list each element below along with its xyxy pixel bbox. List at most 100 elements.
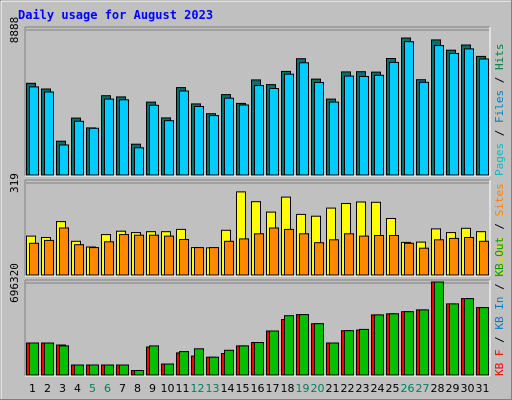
hits-panel-legend: Pages / Files / Hits xyxy=(493,44,506,177)
kbytes-panel-bar-kb-out-day-22 xyxy=(344,330,354,376)
x-tick-label-day-8: 8 xyxy=(134,382,141,395)
x-tick-label-day-27: 27 xyxy=(416,382,430,395)
hits-panel-bar-files-day-14 xyxy=(224,97,234,176)
hits-panel-bar-files-day-24 xyxy=(374,74,384,176)
kbytes-panel-bar-kb-out-day-12 xyxy=(194,348,204,376)
kbytes-panel-bar-kb-out-day-20 xyxy=(314,323,324,376)
kbytes-panel-legend-kb-in: KB In xyxy=(493,297,506,330)
visits-panel-bar-sites-day-2 xyxy=(44,239,54,276)
hits-panel-bar-files-day-9 xyxy=(149,104,159,176)
x-tick-label-day-24: 24 xyxy=(371,382,385,395)
kbytes-panel-bar-kb-out-day-31 xyxy=(479,307,489,376)
hits-panel: 8888 Pages / Files / Hits xyxy=(8,17,506,177)
kbytes-panel-bar-kb-out-day-15 xyxy=(239,345,249,376)
hits-panel-bar-files-day-13 xyxy=(209,115,219,176)
visits-panel-bar-sites-day-28 xyxy=(434,239,444,276)
x-tick-label-day-9: 9 xyxy=(149,382,156,395)
kbytes-panel-bar-kb-out-day-17 xyxy=(269,330,279,376)
x-tick-label-day-30: 30 xyxy=(461,382,475,395)
kbytes-panel-bar-kb-out-day-5 xyxy=(89,364,99,376)
visits-panel-legend-sites: Sites xyxy=(493,183,506,216)
kbytes-panel-bar-kb-out-day-25 xyxy=(389,313,399,376)
kbytes-panel-bar-kb-out-day-19 xyxy=(299,314,309,376)
kbytes-panel: 696320 KB F / KB In / KB Out xyxy=(8,237,506,377)
kbytes-panel-max-label: 696320 xyxy=(8,263,21,303)
visits-panel-bar-sites-day-21 xyxy=(329,239,339,276)
x-tick-label-day-2: 2 xyxy=(44,382,51,395)
kbytes-panel-bar-kb-out-day-9 xyxy=(149,345,159,376)
hits-panel-bar-files-day-8 xyxy=(134,147,144,176)
visits-panel-bar-sites-day-29 xyxy=(449,237,459,276)
x-tick-label-day-14: 14 xyxy=(221,382,235,395)
visits-panel-bar-sites-day-6 xyxy=(104,241,114,276)
hits-panel-bar-files-day-21 xyxy=(329,101,339,176)
kbytes-panel-bar-kb-out-day-24 xyxy=(374,314,384,376)
visits-panel-bar-sites-day-7 xyxy=(119,234,129,276)
hits-panel-bar-files-day-11 xyxy=(179,90,189,176)
x-tick-label-day-20: 20 xyxy=(311,382,325,395)
visits-panel-max-label: 319 xyxy=(8,173,21,193)
kbytes-panel-bar-kb-out-day-3 xyxy=(59,345,69,376)
visits-panel-bar-sites-day-30 xyxy=(464,237,474,276)
hits-panel-bar-files-day-10 xyxy=(164,120,174,176)
kbytes-panel-bar-kb-out-day-23 xyxy=(359,328,369,376)
kbytes-panel-bar-kb-out-day-2 xyxy=(44,342,54,376)
x-tick-label-day-25: 25 xyxy=(386,382,400,395)
hits-panel-bar-files-day-23 xyxy=(359,76,369,176)
hits-panel-max-label: 8888 xyxy=(8,17,21,44)
hits-panel-bar-files-day-22 xyxy=(344,75,354,176)
visits-panel-bar-sites-day-19 xyxy=(299,233,309,276)
x-tick-label-day-15: 15 xyxy=(236,382,250,395)
x-tick-label-day-7: 7 xyxy=(119,382,126,395)
visits-panel-bar-sites-day-22 xyxy=(344,233,354,276)
visits-panel-bar-sites-day-27 xyxy=(419,247,429,276)
visits-panel-bar-sites-day-11 xyxy=(179,239,189,276)
hits-panel-bar-files-day-12 xyxy=(194,106,204,176)
kbytes-panel-bar-kb-out-day-1 xyxy=(29,342,39,376)
visits-panel-bar-sites-day-31 xyxy=(479,240,489,276)
hits-panel-bar-files-day-27 xyxy=(419,81,429,176)
visits-panel-bar-sites-day-25 xyxy=(389,235,399,276)
hits-panel-bar-files-day-7 xyxy=(119,99,129,176)
visits-panel: 319 Visits / Sites xyxy=(8,173,506,277)
kbytes-panel-bar-kb-out-day-6 xyxy=(104,364,114,376)
x-tick-label-day-18: 18 xyxy=(281,382,295,395)
hits-panel-bar-files-day-5 xyxy=(89,127,99,176)
x-tick-label-day-11: 11 xyxy=(176,382,190,395)
visits-panel-bar-sites-day-9 xyxy=(149,234,159,276)
hits-panel-bar-files-day-6 xyxy=(104,98,114,176)
visits-panel-legend-separator: / xyxy=(493,216,506,236)
kbytes-panel-bar-kb-out-day-28 xyxy=(434,281,444,376)
x-tick-label-day-13: 13 xyxy=(206,382,220,395)
hits-panel-legend-separator: / xyxy=(493,123,506,143)
x-tick-label-day-29: 29 xyxy=(446,382,460,395)
kbytes-panel-bar-kb-out-day-14 xyxy=(224,349,234,376)
hits-panel-legend-pages: Pages xyxy=(493,143,506,176)
kbytes-panel-bar-kb-out-day-10 xyxy=(164,363,174,376)
x-tick-label-day-26: 26 xyxy=(401,382,415,395)
visits-panel-bar-sites-day-16 xyxy=(254,233,264,276)
kbytes-panel-bar-kb-out-day-21 xyxy=(329,342,339,376)
kbytes-panel-bar-kb-out-day-13 xyxy=(209,356,219,376)
hits-panel-bar-files-day-17 xyxy=(269,88,279,176)
hits-panel-bar-files-day-16 xyxy=(254,85,264,176)
visits-panel-bar-sites-day-1 xyxy=(29,242,39,276)
visits-panel-bar-sites-day-17 xyxy=(269,227,279,276)
x-tick-label-day-22: 22 xyxy=(341,382,355,395)
x-tick-label-day-10: 10 xyxy=(161,382,175,395)
visits-panel-bar-sites-day-20 xyxy=(314,242,324,276)
visits-panel-bar-sites-day-24 xyxy=(374,235,384,276)
x-tick-label-day-4: 4 xyxy=(74,382,81,395)
panels: 8888 Pages / Files / Hits 319 Visits / Site… xyxy=(8,17,506,377)
visits-panel-bar-sites-day-23 xyxy=(359,235,369,276)
kbytes-panel-legend: KB F / KB In / KB Out xyxy=(493,237,506,376)
visits-panel-bar-sites-day-26 xyxy=(404,242,414,276)
kbytes-panel-legend-separator: / xyxy=(493,277,506,297)
hits-panel-bar-files-day-4 xyxy=(74,120,84,176)
x-tick-label-day-17: 17 xyxy=(266,382,280,395)
hits-panel-bar-files-day-25 xyxy=(389,61,399,176)
hits-panel-legend-hits: Hits xyxy=(493,44,506,71)
kbytes-panel-bar-kb-out-day-26 xyxy=(404,311,414,376)
